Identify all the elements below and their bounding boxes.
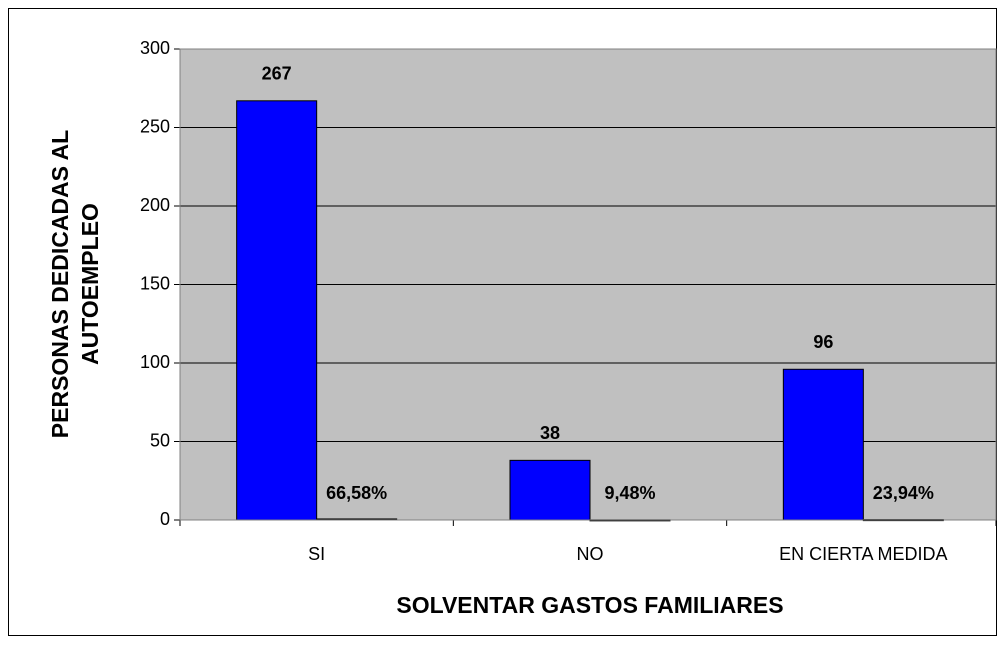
y-tick-label: 50 bbox=[150, 430, 170, 450]
x-tick-label: NO bbox=[577, 544, 604, 564]
data-label: 96 bbox=[813, 332, 833, 352]
y-axis-title: PERSONAS DEDICADAS AL bbox=[47, 130, 73, 438]
x-tick-label: EN CIERTA MEDIDA bbox=[779, 544, 947, 564]
x-axis-title: SOLVENTAR GASTOS FAMILIARES bbox=[396, 592, 783, 618]
y-tick-label: 0 bbox=[160, 509, 170, 529]
data-label: 23,94% bbox=[873, 483, 934, 503]
y-axis-title: AUTOEMPLEO bbox=[77, 203, 103, 365]
y-tick-label: 150 bbox=[140, 273, 170, 293]
y-tick-label: 100 bbox=[140, 352, 170, 372]
bar bbox=[236, 100, 318, 521]
y-tick-label: 250 bbox=[140, 116, 170, 136]
bar bbox=[782, 368, 864, 521]
x-tick-label: SI bbox=[308, 544, 325, 564]
plot-border bbox=[179, 48, 997, 521]
y-tick-label: 300 bbox=[140, 38, 170, 58]
y-tick-label: 200 bbox=[140, 195, 170, 215]
data-label: 66,58% bbox=[326, 483, 387, 503]
data-label: 9,48% bbox=[604, 483, 655, 503]
data-label: 38 bbox=[540, 423, 560, 443]
bar bbox=[509, 459, 591, 521]
data-label: 267 bbox=[262, 64, 292, 84]
